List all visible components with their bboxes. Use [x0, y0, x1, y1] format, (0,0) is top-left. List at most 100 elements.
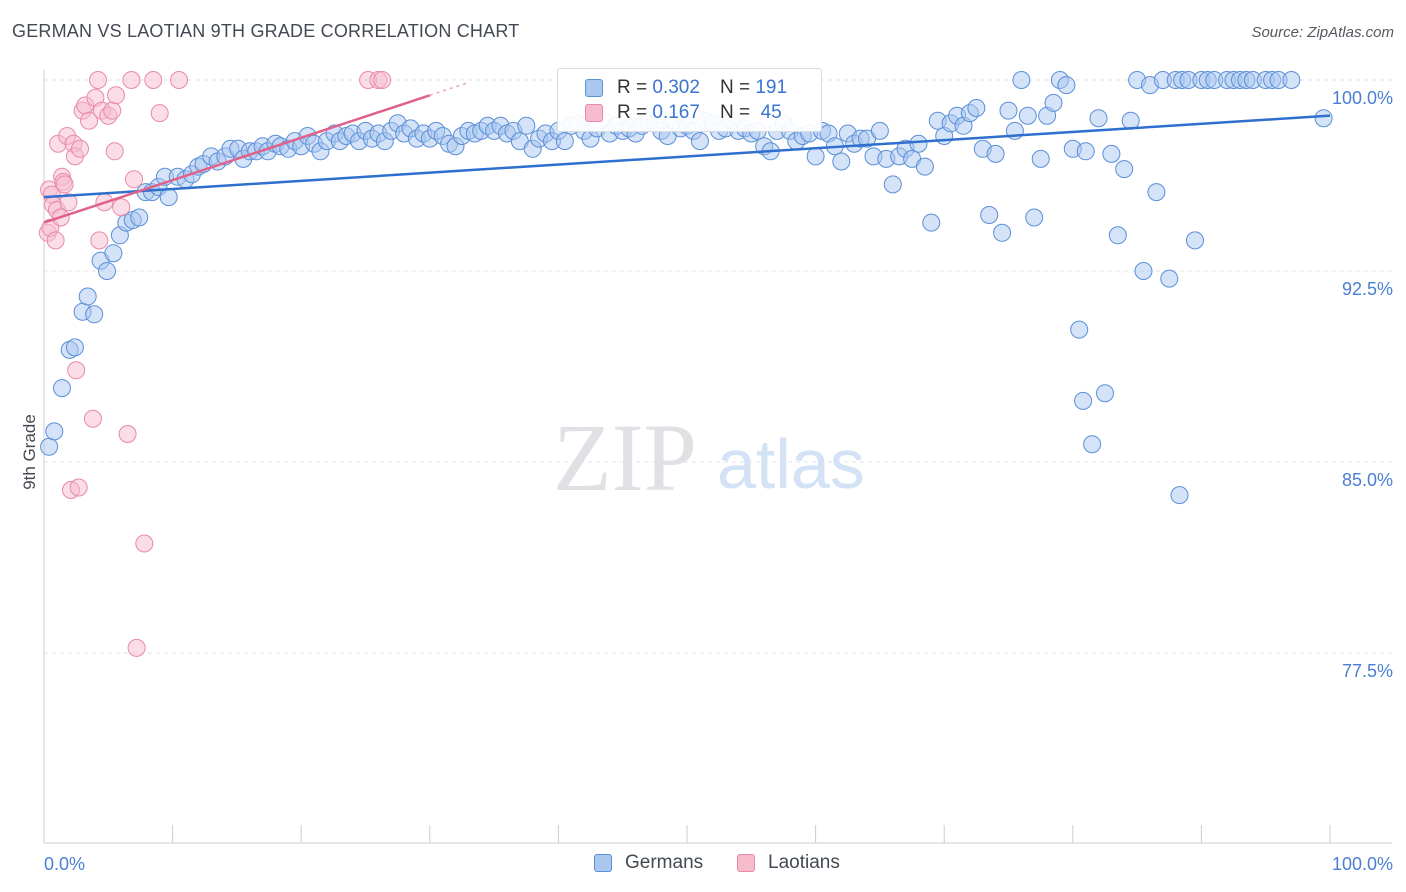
laotians-point [80, 111, 98, 130]
y-tick-label: 85.0% [1342, 470, 1393, 490]
r-label: R = [617, 77, 648, 98]
laotians-point [69, 478, 88, 497]
trend-lines [43, 81, 1331, 224]
germans-swatch [585, 79, 603, 97]
laotians-point [59, 193, 78, 212]
germans-point [1147, 183, 1166, 202]
germans-point [1108, 226, 1127, 245]
germans-point [1044, 93, 1063, 112]
germans-point [1170, 486, 1189, 505]
germans-point [1160, 269, 1179, 288]
laotians-point [373, 71, 392, 89]
legend-item-germans[interactable]: Germans [594, 852, 703, 874]
laotians-point [107, 86, 125, 105]
germans-point [999, 101, 1018, 120]
laotians-point [135, 534, 154, 553]
germans-point [65, 338, 84, 357]
germans-point [1314, 109, 1333, 128]
laotians-point [118, 425, 137, 443]
laotians-point [144, 71, 163, 89]
germans-point [1018, 106, 1037, 125]
laotians-point [127, 638, 146, 657]
x-tick-labels: 0.0% 100.0% [44, 854, 1393, 874]
r-value: 0.302 [652, 77, 700, 98]
n-label: N = [719, 102, 751, 123]
germans-point [690, 132, 709, 151]
n-value: 191 [755, 77, 788, 98]
laotians-point [46, 231, 65, 250]
germans-point [78, 287, 97, 306]
germans-point [909, 134, 928, 153]
laotians-trend-line [43, 94, 431, 224]
y-tick-label: 100.0% [1332, 88, 1393, 108]
germans-point [98, 262, 116, 280]
watermark-zip: ZIP [553, 404, 697, 511]
chart-title: GERMAN VS LAOTIAN 9TH GRADE CORRELATION … [12, 21, 520, 41]
germans-point [53, 379, 71, 398]
germans-point [1089, 109, 1108, 128]
germans-point [806, 147, 825, 166]
germans-point [1070, 320, 1089, 339]
germans-point [993, 223, 1012, 242]
laotians-trend-extension [429, 81, 469, 96]
n-label: N = [719, 77, 751, 98]
germans-point [1186, 231, 1204, 250]
watermark-atlas: atlas [717, 425, 865, 503]
laotians-point [122, 71, 141, 89]
germans-point [883, 175, 902, 194]
laotians-point [112, 198, 131, 217]
germans-point [45, 422, 64, 441]
x-tick-label: 100.0% [1332, 854, 1393, 874]
watermark: ZIP atlas [553, 404, 865, 511]
laotians-points [38, 71, 392, 657]
germans-point [1115, 160, 1134, 179]
x-tick-label: 0.0% [44, 854, 85, 874]
germans-point [130, 208, 149, 227]
germans-point [517, 116, 536, 135]
legend-label-laotians: Laotians [768, 852, 840, 873]
source-label: Source: ZipAtlas.com [1251, 24, 1394, 41]
germans-point [40, 437, 59, 456]
stats-row-germans: R = 0.302 N = 191 [585, 77, 787, 99]
germans-point [1057, 76, 1076, 95]
germans-point [104, 244, 123, 263]
y-tick-label: 92.5% [1342, 279, 1393, 299]
legend-label-germans: Germans [625, 852, 704, 873]
germans-point [986, 144, 1005, 163]
germans-point [1121, 111, 1140, 130]
stats-row-laotians: R = 0.167 N = 45 [585, 102, 782, 124]
germans-point [832, 152, 851, 171]
germans-point [967, 99, 986, 117]
germans-point [1012, 71, 1031, 89]
laotians-point [170, 71, 188, 89]
germans-point [159, 188, 178, 207]
y-tick-labels: 100.0% 92.5% 85.0% 77.5% [1332, 88, 1393, 681]
laotians-point [150, 104, 169, 123]
germans-point [1096, 384, 1114, 403]
germans-point [980, 206, 999, 224]
germans-point [922, 213, 941, 232]
laotians-point [83, 409, 102, 428]
germans-point [1074, 391, 1093, 410]
germans-point [1102, 144, 1121, 163]
laotians-point [90, 231, 109, 250]
axes [43, 70, 1392, 844]
legend-item-laotians[interactable]: Laotians [737, 852, 840, 874]
stats-legend: R = 0.302 N = 191 R = 0.167 N = 45 [557, 68, 822, 132]
germans-point [1025, 208, 1044, 227]
germans-point [870, 121, 889, 140]
germans-point [1076, 142, 1095, 161]
laotians-point [125, 170, 143, 189]
germans-point [915, 157, 934, 176]
laotians-swatch [585, 104, 603, 122]
germans-point [555, 132, 574, 151]
laotians-legend-swatch [737, 854, 755, 872]
germans-point [1134, 262, 1153, 280]
laotians-point [105, 142, 124, 161]
y-axis-label: 9th Grade [20, 414, 39, 490]
germans-point [1083, 435, 1102, 454]
germans-point [1031, 149, 1050, 168]
laotians-point [71, 139, 89, 158]
r-label: R = [617, 102, 648, 123]
